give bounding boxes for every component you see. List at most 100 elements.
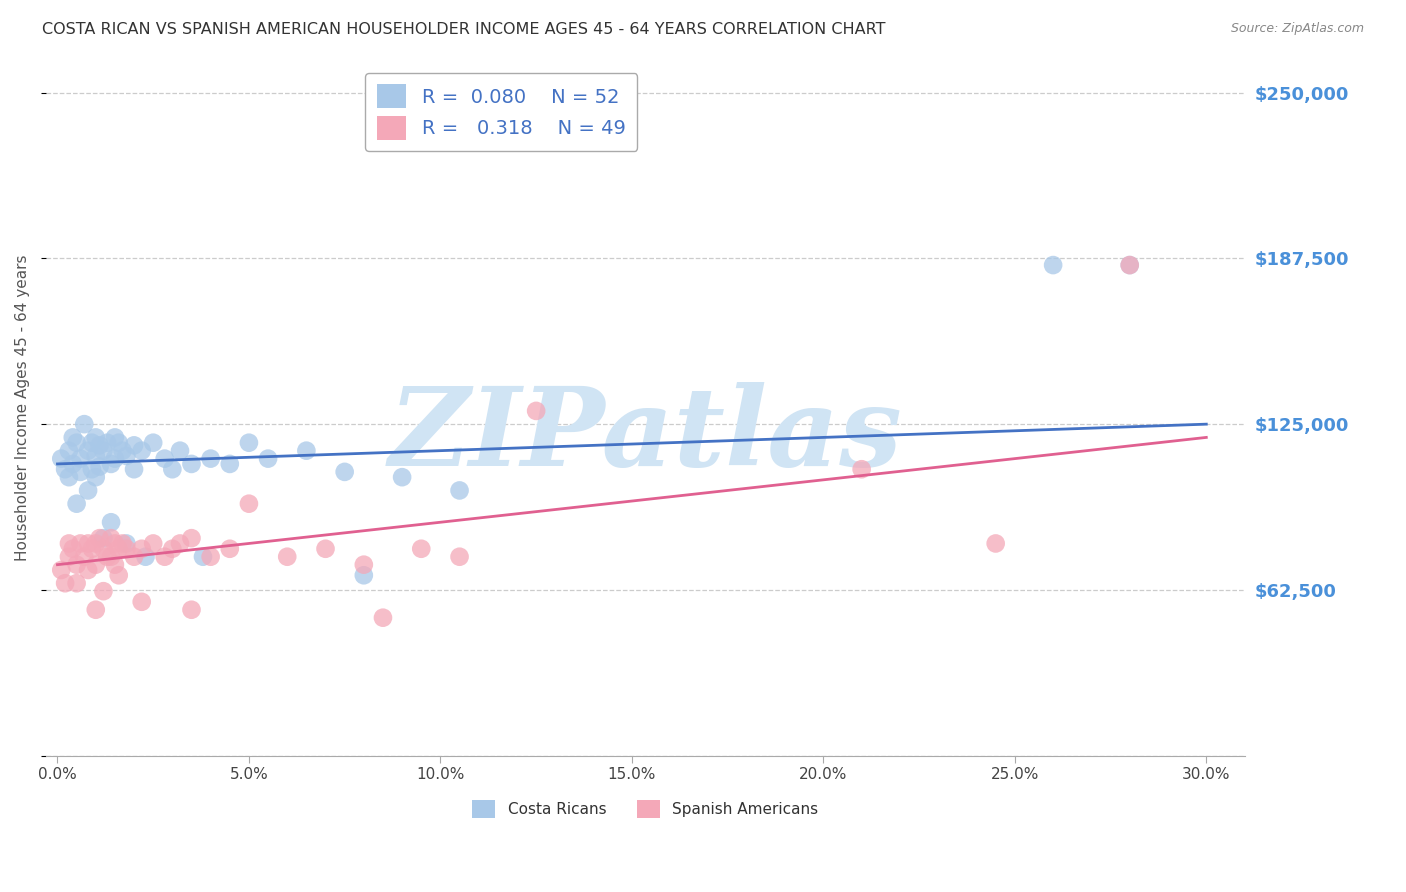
Point bbox=[107, 568, 129, 582]
Point bbox=[200, 451, 222, 466]
Y-axis label: Householder Income Ages 45 - 64 years: Householder Income Ages 45 - 64 years bbox=[15, 254, 30, 561]
Point bbox=[391, 470, 413, 484]
Text: COSTA RICAN VS SPANISH AMERICAN HOUSEHOLDER INCOME AGES 45 - 64 YEARS CORRELATIO: COSTA RICAN VS SPANISH AMERICAN HOUSEHOL… bbox=[42, 22, 886, 37]
Point bbox=[65, 576, 87, 591]
Point bbox=[51, 563, 73, 577]
Point bbox=[449, 549, 471, 564]
Point bbox=[58, 470, 80, 484]
Point bbox=[62, 430, 84, 444]
Point bbox=[353, 568, 375, 582]
Point bbox=[238, 435, 260, 450]
Point bbox=[62, 541, 84, 556]
Point bbox=[58, 443, 80, 458]
Point bbox=[162, 541, 184, 556]
Point bbox=[851, 462, 873, 476]
Point bbox=[411, 541, 433, 556]
Point bbox=[89, 438, 111, 452]
Point bbox=[333, 465, 356, 479]
Point bbox=[142, 536, 165, 550]
Point bbox=[1118, 258, 1140, 272]
Point bbox=[524, 404, 547, 418]
Point bbox=[84, 536, 107, 550]
Point bbox=[84, 449, 107, 463]
Legend: Costa Ricans, Spanish Americans: Costa Ricans, Spanish Americans bbox=[467, 794, 824, 824]
Point bbox=[65, 435, 87, 450]
Point bbox=[218, 457, 240, 471]
Point bbox=[200, 549, 222, 564]
Point bbox=[180, 603, 202, 617]
Point bbox=[180, 531, 202, 545]
Point bbox=[984, 536, 1007, 550]
Point bbox=[84, 470, 107, 484]
Point bbox=[1118, 258, 1140, 272]
Point bbox=[65, 558, 87, 572]
Point bbox=[135, 549, 157, 564]
Point bbox=[153, 451, 176, 466]
Point bbox=[449, 483, 471, 498]
Point bbox=[276, 549, 298, 564]
Point bbox=[191, 549, 214, 564]
Point bbox=[257, 451, 280, 466]
Point bbox=[115, 449, 138, 463]
Point bbox=[58, 536, 80, 550]
Point bbox=[84, 558, 107, 572]
Point bbox=[180, 457, 202, 471]
Text: Source: ZipAtlas.com: Source: ZipAtlas.com bbox=[1230, 22, 1364, 36]
Point bbox=[93, 443, 115, 458]
Point bbox=[111, 536, 134, 550]
Point bbox=[100, 457, 122, 471]
Text: ZIPatlas: ZIPatlas bbox=[388, 382, 903, 489]
Point bbox=[115, 536, 138, 550]
Point bbox=[100, 531, 122, 545]
Point bbox=[80, 435, 103, 450]
Point bbox=[93, 531, 115, 545]
Point bbox=[77, 443, 100, 458]
Point bbox=[93, 541, 115, 556]
Point bbox=[169, 443, 191, 458]
Point bbox=[53, 576, 76, 591]
Point bbox=[238, 497, 260, 511]
Point bbox=[111, 443, 134, 458]
Point bbox=[104, 451, 127, 466]
Point bbox=[142, 435, 165, 450]
Point bbox=[115, 541, 138, 556]
Point bbox=[131, 595, 153, 609]
Point bbox=[73, 417, 96, 432]
Point bbox=[353, 558, 375, 572]
Point bbox=[84, 603, 107, 617]
Point bbox=[1042, 258, 1064, 272]
Point bbox=[162, 462, 184, 476]
Point bbox=[371, 610, 394, 624]
Point bbox=[51, 451, 73, 466]
Point bbox=[122, 462, 145, 476]
Point bbox=[131, 443, 153, 458]
Point bbox=[96, 435, 118, 450]
Point bbox=[69, 465, 91, 479]
Point bbox=[131, 541, 153, 556]
Point bbox=[107, 541, 129, 556]
Point bbox=[93, 584, 115, 599]
Point bbox=[53, 462, 76, 476]
Point bbox=[77, 563, 100, 577]
Point bbox=[69, 451, 91, 466]
Point bbox=[295, 443, 318, 458]
Point bbox=[169, 536, 191, 550]
Point bbox=[315, 541, 337, 556]
Point bbox=[62, 457, 84, 471]
Point bbox=[96, 549, 118, 564]
Point bbox=[104, 430, 127, 444]
Point bbox=[84, 430, 107, 444]
Point bbox=[218, 541, 240, 556]
Point bbox=[58, 549, 80, 564]
Point bbox=[100, 515, 122, 529]
Point bbox=[65, 497, 87, 511]
Point bbox=[77, 483, 100, 498]
Point bbox=[100, 549, 122, 564]
Point bbox=[80, 462, 103, 476]
Point bbox=[69, 536, 91, 550]
Point bbox=[77, 536, 100, 550]
Point bbox=[104, 558, 127, 572]
Point bbox=[104, 536, 127, 550]
Point bbox=[89, 531, 111, 545]
Point bbox=[107, 435, 129, 450]
